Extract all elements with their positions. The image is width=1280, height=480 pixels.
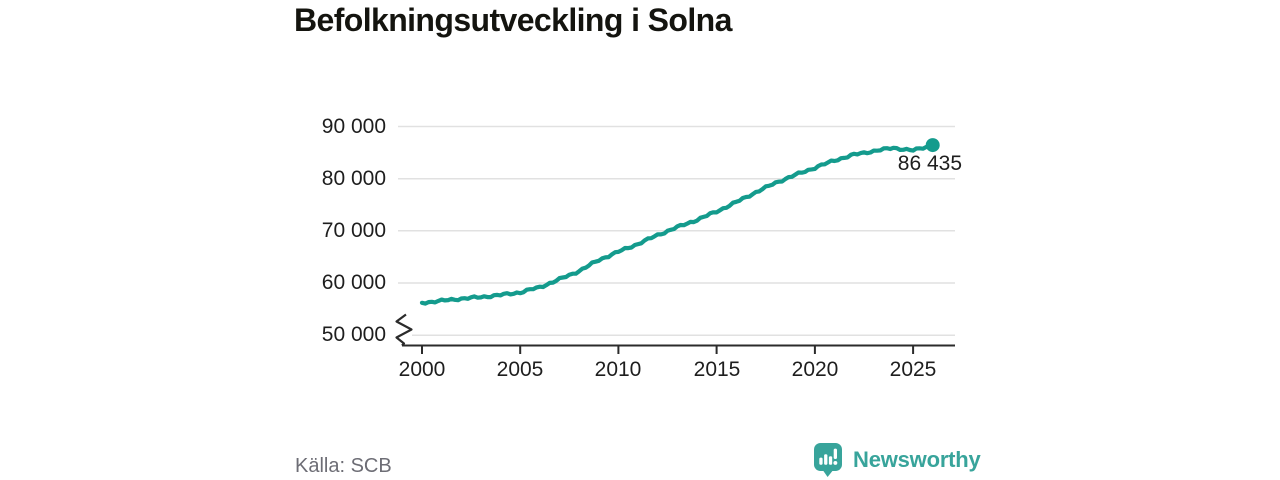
newsworthy-logo-icon (814, 443, 842, 477)
x-tick-label: 2010 (594, 358, 642, 381)
chart-title: Befolkningsutveckling i Solna (294, 2, 732, 38)
population-line (419, 143, 935, 306)
source-note: Källa: SCB (295, 455, 392, 477)
latest-point-marker (925, 138, 940, 153)
y-tick-label: 90 000 (321, 115, 386, 138)
y-tick-label: 70 000 (321, 219, 386, 242)
axis-break-icon (395, 313, 413, 347)
newsworthy-logo-text: Newsworthy (853, 447, 981, 472)
x-tick-label: 2000 (398, 358, 446, 381)
latest-value-label: 86 435 (897, 152, 962, 175)
y-tick-label: 80 000 (321, 167, 386, 190)
y-tick-label: 60 000 (321, 271, 386, 294)
x-tick-label: 2015 (693, 358, 741, 381)
x-tick-label: 2005 (496, 358, 544, 381)
y-tick-label: 50 000 (321, 323, 386, 346)
x-tick-label: 2020 (791, 358, 839, 381)
newsworthy-logo: Newsworthy (814, 443, 981, 477)
x-tick-label: 2025 (889, 358, 937, 381)
